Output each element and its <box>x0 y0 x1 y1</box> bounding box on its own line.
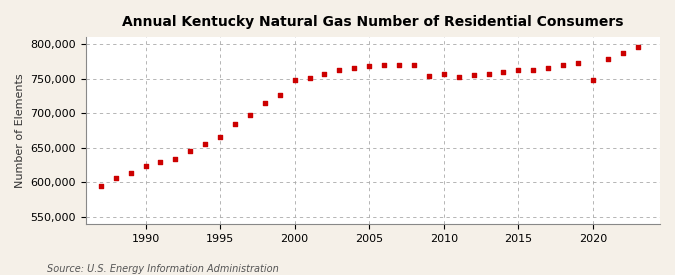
Point <box>364 64 375 68</box>
Point <box>483 72 494 76</box>
Point <box>170 156 181 161</box>
Point <box>230 121 240 126</box>
Point <box>513 68 524 73</box>
Point <box>379 63 389 67</box>
Point <box>632 45 643 50</box>
Point <box>304 76 315 80</box>
Point <box>394 63 404 67</box>
Point <box>558 63 568 67</box>
Title: Annual Kentucky Natural Gas Number of Residential Consumers: Annual Kentucky Natural Gas Number of Re… <box>122 15 624 29</box>
Text: Source: U.S. Energy Information Administration: Source: U.S. Energy Information Administ… <box>47 264 279 274</box>
Point <box>140 164 151 168</box>
Point <box>528 67 539 72</box>
Point <box>423 74 434 78</box>
Point <box>95 183 106 188</box>
Point <box>468 73 479 77</box>
Point <box>587 78 598 82</box>
Point <box>602 56 613 61</box>
Y-axis label: Number of Elements: Number of Elements <box>15 73 25 188</box>
Point <box>572 60 583 65</box>
Point <box>185 149 196 153</box>
Point <box>126 171 136 175</box>
Point <box>290 78 300 82</box>
Point <box>155 159 166 164</box>
Point <box>454 75 464 79</box>
Point <box>334 68 345 73</box>
Point <box>498 70 509 74</box>
Point <box>408 63 419 68</box>
Point <box>438 72 449 77</box>
Point <box>618 51 628 55</box>
Point <box>319 72 330 76</box>
Point <box>274 93 285 97</box>
Point <box>543 65 554 70</box>
Point <box>110 176 121 180</box>
Point <box>244 112 255 117</box>
Point <box>259 101 270 106</box>
Point <box>215 135 225 139</box>
Point <box>349 66 360 70</box>
Point <box>200 141 211 146</box>
